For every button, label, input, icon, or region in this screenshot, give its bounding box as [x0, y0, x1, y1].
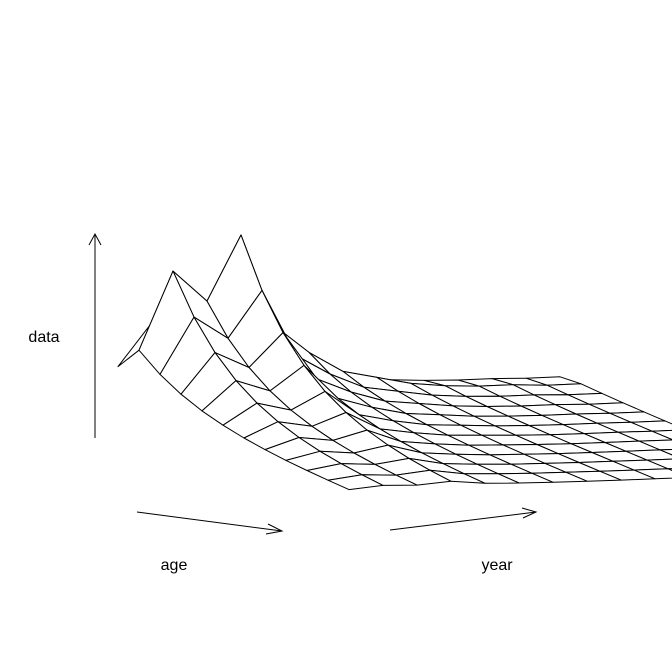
y-axis-label: year	[481, 557, 513, 574]
x-axis-arrow	[136, 511, 284, 535]
z-axis-arrow	[88, 232, 102, 438]
z-axis-label: data	[28, 329, 59, 346]
surface-wireframe	[117, 234, 672, 491]
y-axis-arrow	[389, 507, 538, 531]
surface-facet	[327, 474, 384, 491]
x-axis-label: age	[161, 557, 188, 574]
